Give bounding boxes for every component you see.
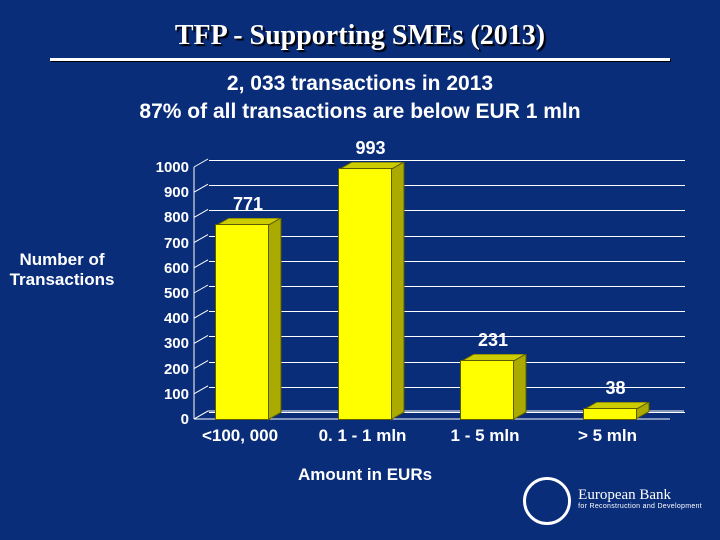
bar-value-label: 993 <box>335 138 407 159</box>
bar <box>460 354 526 420</box>
ytick-label: 100 <box>147 386 189 403</box>
ytick-label: 900 <box>147 184 189 201</box>
bar <box>338 162 404 420</box>
ebrd-logo: European Bank for Reconstruction and Dev… <box>523 477 702 525</box>
ytick-label: 1000 <box>147 159 189 176</box>
title-underline <box>50 58 670 61</box>
subtitle-1: 2, 033 transactions in 2013 <box>0 72 720 96</box>
bar-value-label: 771 <box>212 194 284 215</box>
bar <box>215 218 281 420</box>
plot-region: 01002003004005006007008009001000771<100,… <box>195 168 685 420</box>
bar-value-label: 231 <box>457 330 529 351</box>
category-label: > 5 mln <box>549 426 666 446</box>
ytick-label: 700 <box>147 235 189 252</box>
ytick-label: 800 <box>147 209 189 226</box>
logo-tagline: for Reconstruction and Development <box>578 501 702 513</box>
bar <box>583 402 649 420</box>
gridline <box>209 160 685 161</box>
ytick-label: 200 <box>147 361 189 378</box>
chart-area: Number of Transactions 01002003004005006… <box>40 150 690 480</box>
ytick-label: 300 <box>147 335 189 352</box>
ytick-label: 400 <box>147 310 189 327</box>
logo-icon <box>523 477 571 525</box>
subtitle-2: 87% of all transactions are below EUR 1 … <box>0 100 720 124</box>
category-label: 0. 1 - 1 mln <box>304 426 421 446</box>
category-label: <100, 000 <box>182 426 299 446</box>
slide-title: TFP - Supporting SMEs (2013) <box>0 20 720 52</box>
bar-value-label: 38 <box>580 378 652 399</box>
logo-name: European Bank <box>578 489 702 501</box>
yaxis-title: Number of Transactions <box>2 250 122 290</box>
category-label: 1 - 5 mln <box>427 426 544 446</box>
ytick-label: 600 <box>147 260 189 277</box>
ytick-label: 500 <box>147 285 189 302</box>
